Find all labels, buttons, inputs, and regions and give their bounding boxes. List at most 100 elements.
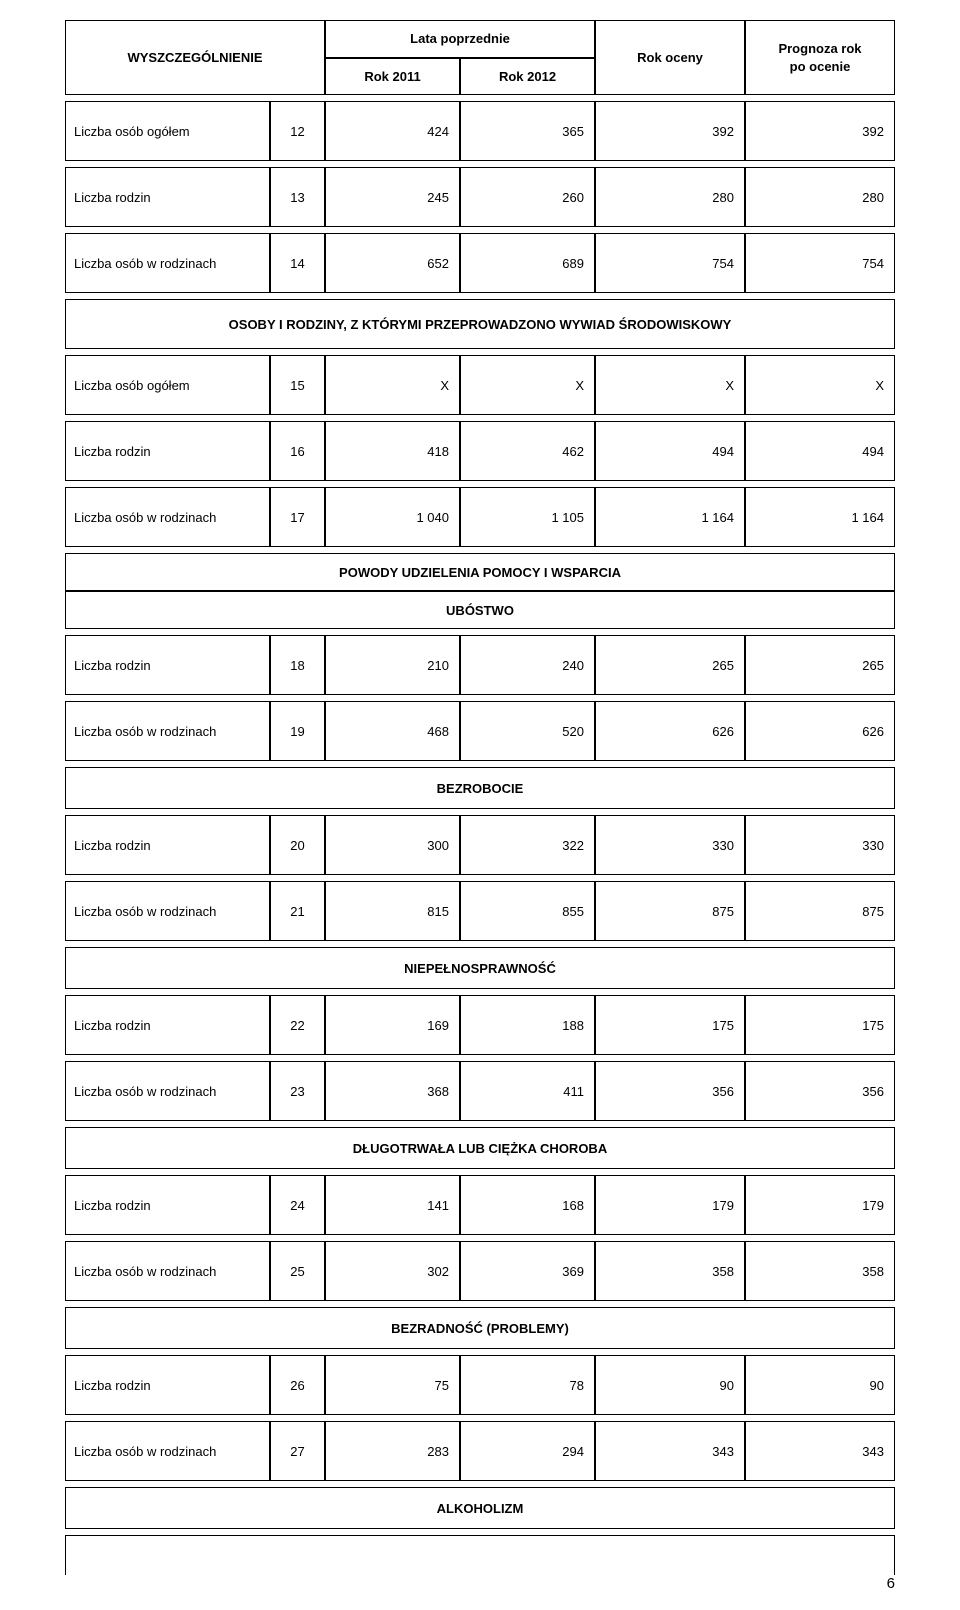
row-label: Liczba rodzin — [65, 167, 270, 227]
table-row: Liczba osób ogółem 12 424 365 392 392 — [65, 101, 895, 161]
row-val: 689 — [460, 233, 595, 293]
row-val: 626 — [745, 701, 895, 761]
row-val: 141 — [325, 1175, 460, 1235]
section-header-dlugotrwala: DŁUGOTRWAŁA LUB CIĘŻKA CHOROBA — [65, 1127, 895, 1169]
row-val: 210 — [325, 635, 460, 695]
row-val: 179 — [745, 1175, 895, 1235]
row-num: 21 — [270, 881, 325, 941]
table-row: Liczba rodzin 22 169 188 175 175 — [65, 995, 895, 1055]
page: WYSZCZEGÓLNIENIE Lata poprzednie Rok oce… — [0, 0, 960, 1610]
row-val: 358 — [595, 1241, 745, 1301]
table-row: Liczba osób w rodzinach 17 1 040 1 105 1… — [65, 487, 895, 547]
section-title: ALKOHOLIZM — [65, 1487, 895, 1529]
section-header-niepelnosprawnosc: NIEPEŁNOSPRAWNOŚĆ — [65, 947, 895, 989]
row-label: Liczba rodzin — [65, 1355, 270, 1415]
row-val: 179 — [595, 1175, 745, 1235]
row-val: 245 — [325, 167, 460, 227]
row-val: 283 — [325, 1421, 460, 1481]
row-val: 169 — [325, 995, 460, 1055]
row-val: 1 105 — [460, 487, 595, 547]
section-header-powody: POWODY UDZIELENIA POMOCY I WSPARCIA — [65, 553, 895, 591]
row-val: 855 — [460, 881, 595, 941]
row-num: 13 — [270, 167, 325, 227]
row-val: 356 — [745, 1061, 895, 1121]
row-num: 22 — [270, 995, 325, 1055]
header-wyszczegolnienie: WYSZCZEGÓLNIENIE — [65, 20, 325, 95]
row-val: 168 — [460, 1175, 595, 1235]
row-label: Liczba osób w rodzinach — [65, 701, 270, 761]
table-row: Liczba rodzin 13 245 260 280 280 — [65, 167, 895, 227]
section-header-alkoholizm: ALKOHOLIZM — [65, 1487, 895, 1529]
row-val: 300 — [325, 815, 460, 875]
row-num: 26 — [270, 1355, 325, 1415]
row-val: 175 — [745, 995, 895, 1055]
table-row: Liczba rodzin 18 210 240 265 265 — [65, 635, 895, 695]
row-label: Liczba osób w rodzinach — [65, 1241, 270, 1301]
table-row: Liczba osób w rodzinach 14 652 689 754 7… — [65, 233, 895, 293]
table-row: Liczba rodzin 20 300 322 330 330 — [65, 815, 895, 875]
row-val: 343 — [595, 1421, 745, 1481]
row-val: 1 164 — [595, 487, 745, 547]
row-label: Liczba osób w rodzinach — [65, 881, 270, 941]
row-val: 520 — [460, 701, 595, 761]
table-row: Liczba osób w rodzinach 25 302 369 358 3… — [65, 1241, 895, 1301]
section-title: BEZROBOCIE — [65, 767, 895, 809]
row-val: 330 — [595, 815, 745, 875]
row-val: 358 — [745, 1241, 895, 1301]
row-val: 90 — [745, 1355, 895, 1415]
row-val: 343 — [745, 1421, 895, 1481]
row-num: 24 — [270, 1175, 325, 1235]
row-val: 411 — [460, 1061, 595, 1121]
section-header-ubostwo: UBÓSTWO — [65, 591, 895, 629]
table-row: Liczba rodzin 16 418 462 494 494 — [65, 421, 895, 481]
row-val: 1 040 — [325, 487, 460, 547]
row-val: 392 — [745, 101, 895, 161]
row-val: 494 — [745, 421, 895, 481]
row-val: 815 — [325, 881, 460, 941]
row-label: Liczba osób w rodzinach — [65, 1421, 270, 1481]
header-row-1: WYSZCZEGÓLNIENIE Lata poprzednie Rok oce… — [65, 20, 895, 58]
data-table: WYSZCZEGÓLNIENIE Lata poprzednie Rok oce… — [65, 20, 895, 1575]
header-prognoza-l2: po ocenie — [746, 58, 894, 76]
row-val: 294 — [460, 1421, 595, 1481]
row-val: 356 — [595, 1061, 745, 1121]
row-label: Liczba osób w rodzinach — [65, 487, 270, 547]
section-title: UBÓSTWO — [65, 591, 895, 629]
row-num: 18 — [270, 635, 325, 695]
row-val: 302 — [325, 1241, 460, 1301]
row-val: 280 — [595, 167, 745, 227]
row-val: 260 — [460, 167, 595, 227]
row-val: 90 — [595, 1355, 745, 1415]
header-rok-2012: Rok 2012 — [460, 58, 595, 96]
row-val: 265 — [745, 635, 895, 695]
row-num: 15 — [270, 355, 325, 415]
table-row: Liczba osób w rodzinach 21 815 855 875 8… — [65, 881, 895, 941]
page-number: 6 — [887, 1575, 895, 1592]
section-title: BEZRADNOŚĆ (PROBLEMY) — [65, 1307, 895, 1349]
row-val: 175 — [595, 995, 745, 1055]
section-title: POWODY UDZIELENIA POMOCY I WSPARCIA — [65, 553, 895, 591]
row-val: 462 — [460, 421, 595, 481]
row-label: Liczba rodzin — [65, 421, 270, 481]
row-val: 494 — [595, 421, 745, 481]
row-val: 322 — [460, 815, 595, 875]
row-label: Liczba rodzin — [65, 995, 270, 1055]
header-prognoza: Prognoza rok po ocenie — [745, 20, 895, 95]
header-rok-oceny: Rok oceny — [595, 20, 745, 95]
row-val: 365 — [460, 101, 595, 161]
row-val: 424 — [325, 101, 460, 161]
row-label: Liczba rodzin — [65, 815, 270, 875]
table-row: Liczba osób w rodzinach 19 468 520 626 6… — [65, 701, 895, 761]
row-val: 875 — [745, 881, 895, 941]
table-row: Liczba osób ogółem 15 X X X X — [65, 355, 895, 415]
row-label: Liczba osób ogółem — [65, 355, 270, 415]
table-row: Liczba osób w rodzinach 27 283 294 343 3… — [65, 1421, 895, 1481]
row-num: 16 — [270, 421, 325, 481]
row-val: 265 — [595, 635, 745, 695]
section-title: OSOBY I RODZINY, Z KTÓRYMI PRZEPROWADZON… — [65, 299, 895, 349]
row-val: X — [325, 355, 460, 415]
row-val: 754 — [595, 233, 745, 293]
row-num: 14 — [270, 233, 325, 293]
row-val: 368 — [325, 1061, 460, 1121]
row-val: 330 — [745, 815, 895, 875]
